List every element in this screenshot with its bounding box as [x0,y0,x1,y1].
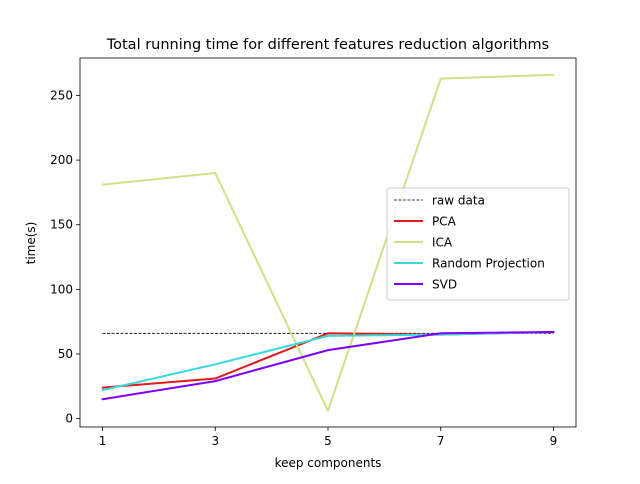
y-tick-label-2: 100 [50,282,73,296]
legend-box [386,187,570,301]
series-line-4 [101,331,555,401]
y-tick-label-4: 200 [50,153,73,167]
legend-label-1: PCA [432,215,457,229]
y-tick-label-5: 250 [50,88,73,102]
legend-label-4: SVD [432,278,457,292]
legend-label-0: raw data [432,194,485,208]
legend-label-2: ICA [432,236,453,250]
x-tick-label-3: 7 [437,434,445,448]
plot-area: 1 3 5 7 9 0 50 100 150 200 250 [50,57,577,448]
x-tick-label-0: 1 [99,434,107,448]
chart-title: Total running time for different feature… [106,37,550,53]
x-tick-label-2: 5 [324,434,332,448]
series-line-2 [101,73,555,412]
legend: raw data PCA ICA Random Projection SVD [386,187,570,301]
series-line-1 [101,331,555,389]
x-tick-label-4: 9 [550,434,558,448]
y-tick-label-1: 50 [58,347,73,361]
y-tick-label-0: 0 [65,412,73,426]
legend-label-3: Random Projection [432,257,545,271]
x-tick-label-1: 3 [211,434,219,448]
y-axis-label: time(s) [24,222,38,265]
x-axis-label: keep components [275,456,382,470]
y-tick-label-3: 150 [50,218,73,232]
